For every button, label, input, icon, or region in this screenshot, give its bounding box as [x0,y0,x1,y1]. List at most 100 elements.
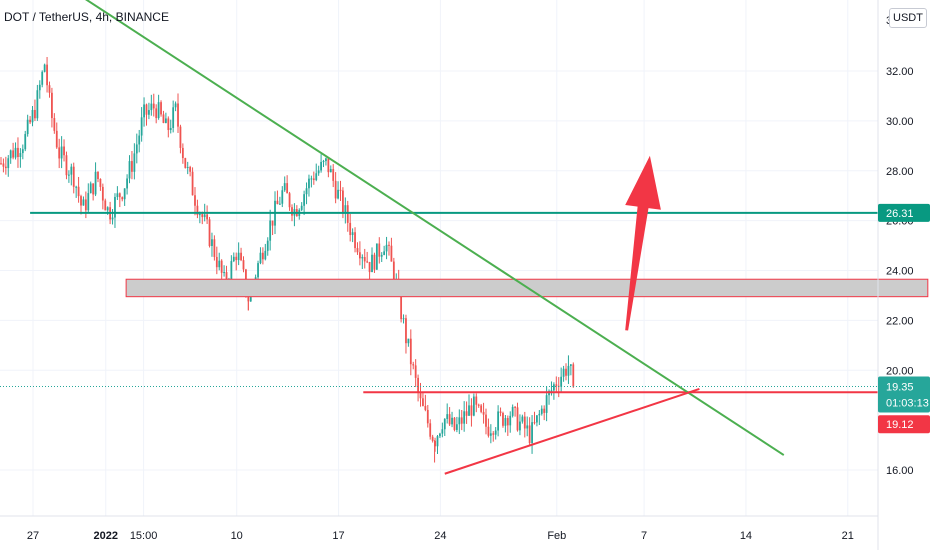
candle-body [63,146,65,156]
candle-body [240,252,242,261]
candle-body [455,424,458,430]
candle-body [271,220,274,226]
candle-body [322,161,325,163]
candle-body [383,251,386,255]
ascending-trendline[interactable] [444,388,700,475]
candle-body [0,163,2,165]
up-arrow-icon[interactable] [625,155,661,331]
candle-body [276,200,279,205]
candle-body [114,196,116,218]
candle-body [174,103,177,108]
candle-body [179,126,182,148]
candle-body [371,254,373,273]
candle-body [196,205,199,215]
candle-body [4,166,7,169]
price-tick-label: 22.00 [886,315,914,327]
descending-trendline[interactable] [81,0,785,456]
candle-body [116,193,119,197]
candle-body [334,180,337,199]
candle-body [155,108,158,119]
candle-body [82,199,85,206]
candle-body [184,158,187,168]
candle-body [446,414,449,419]
candle-body [72,166,75,187]
candle-body [286,183,289,194]
candle-body [536,415,538,423]
candle-body [392,261,395,284]
candle-body [160,102,162,115]
candle-body [21,149,24,154]
candle-body [407,338,410,344]
candle-body [24,134,27,150]
candle-body [29,119,31,123]
candle-body [502,412,504,426]
currency-unit-button[interactable]: USDT [889,8,927,28]
candle-body [303,194,306,206]
candle-body [422,398,424,406]
candle-body [378,243,381,257]
candle-body [181,147,184,159]
candle-body [128,161,131,179]
candle-body [283,183,286,191]
candle-body [412,364,415,366]
candle-body [441,429,444,434]
candle-body [567,365,570,376]
candle-body [157,102,160,119]
candle-body [366,261,369,263]
candle-body [489,433,492,436]
candle-body [565,368,567,376]
candle-body [317,170,320,174]
candle-body [288,193,291,208]
candle-body [41,71,44,85]
candle-body [439,433,441,437]
time-tick-label: 2022 [94,530,118,542]
candle-body [361,257,364,259]
candle-body [213,239,216,257]
time-axis[interactable]: 27 2022 15:00 10 17 24 Feb 7 14 21 [0,515,878,542]
candle-body [55,130,58,148]
candle-body [220,260,223,273]
candle-body [223,272,225,274]
price-axis[interactable]: 32.0030.0028.0026.0024.0022.0020.0016.00… [877,0,914,550]
candle-body [87,193,90,211]
candle-body [475,396,478,405]
drawing-overlays[interactable] [0,0,929,475]
candle-body [485,414,487,427]
candle-body [504,418,507,426]
candle-body [201,214,204,218]
candle-body [375,243,378,270]
candle-body [477,404,480,406]
candle-body [208,219,211,246]
candle-body [9,150,12,159]
candle-body [325,158,327,162]
price-tag-19-12: 19.12 [886,419,914,431]
candle-body [235,256,238,261]
candle-body [118,193,121,198]
time-tick-label: 17 [332,530,344,542]
candle-body [482,411,485,415]
candle-body [419,392,422,399]
candle-body [51,92,53,119]
candle-body [99,178,102,187]
candle-body [281,190,284,204]
candle-body [46,64,48,86]
candle-body [75,186,78,188]
candle-body [327,158,330,173]
time-tick-label: 24 [434,530,446,542]
candle-body [60,146,63,159]
candle-body [264,250,267,260]
candle-body [344,205,347,214]
candle-body [497,411,500,431]
candle-body [169,127,172,131]
candle-body [172,107,175,128]
candle-body [80,196,82,206]
candle-body [453,417,456,430]
candle-body [523,416,526,429]
candle-body [402,318,405,320]
price-tick-label: 24.00 [886,266,914,278]
candle-body [308,178,310,189]
candle-body [414,365,417,378]
candle-body [332,169,335,181]
candle-body [560,376,563,387]
